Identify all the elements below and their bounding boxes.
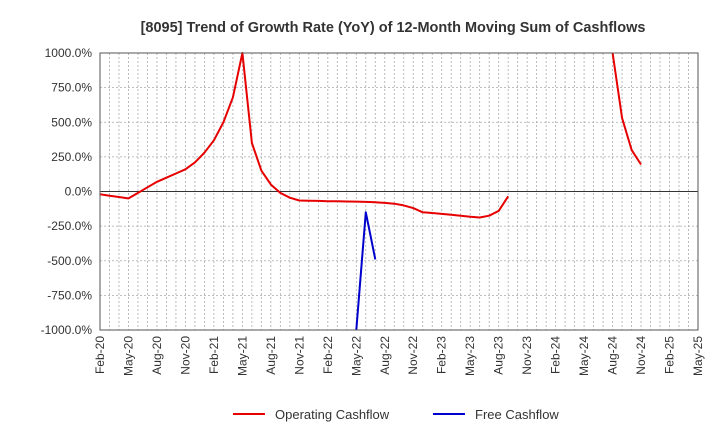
y-tick-label: -500.0% bbox=[47, 254, 92, 268]
x-tick-label: Nov-20 bbox=[178, 336, 192, 375]
operating-cashflow-line bbox=[611, 52, 642, 166]
chart-title: [8095] Trend of Growth Rate (YoY) of 12-… bbox=[141, 20, 646, 36]
x-tick-label: May-21 bbox=[235, 336, 249, 376]
series-lines bbox=[100, 52, 642, 331]
x-tick-label: Feb-22 bbox=[321, 336, 335, 374]
x-tick-label: Aug-23 bbox=[492, 336, 506, 375]
y-tick-label: 250.0% bbox=[51, 150, 92, 164]
x-tick-label: Feb-23 bbox=[435, 336, 449, 374]
legend-label-free-cashflow: Free Cashflow bbox=[475, 407, 559, 422]
y-tick-label: 1000.0% bbox=[45, 46, 93, 60]
x-tick-label: Aug-22 bbox=[378, 336, 392, 375]
x-tick-label: May-22 bbox=[349, 336, 363, 376]
x-tick-label: Aug-24 bbox=[606, 336, 620, 375]
x-tick-label: Feb-24 bbox=[549, 336, 563, 374]
x-axis-tick-labels: Feb-20 May-20 Aug-20 Nov-20 Feb-21 May-21 Aug-… bbox=[93, 336, 705, 376]
x-tick-label: Feb-21 bbox=[207, 336, 221, 374]
x-tick-label: Aug-20 bbox=[150, 336, 164, 375]
x-tick-label: Nov-21 bbox=[292, 336, 306, 375]
grid-lines bbox=[100, 53, 698, 330]
y-tick-label: 750.0% bbox=[51, 81, 92, 95]
x-tick-label: Nov-22 bbox=[406, 336, 420, 375]
y-tick-label: -750.0% bbox=[47, 288, 92, 302]
legend: Operating Cashflow Free Cashflow bbox=[233, 407, 559, 422]
y-axis-tick-labels: 1000.0% 750.0% 500.0% 250.0% 0.0% -250.0% -500… bbox=[41, 46, 93, 337]
y-tick-label: -250.0% bbox=[47, 219, 92, 233]
y-tick-label: 500.0% bbox=[51, 115, 92, 129]
legend-label-operating-cashflow: Operating Cashflow bbox=[275, 407, 390, 422]
x-tick-label: May-23 bbox=[463, 336, 477, 376]
x-tick-label: Nov-24 bbox=[634, 336, 648, 375]
x-tick-label: May-20 bbox=[121, 336, 135, 376]
x-tick-label: May-24 bbox=[577, 336, 591, 376]
x-tick-label: Feb-25 bbox=[663, 336, 677, 374]
plot-border bbox=[99, 52, 699, 331]
x-tick-label: May-25 bbox=[691, 336, 705, 376]
y-tick-label: -1000.0% bbox=[41, 323, 93, 337]
x-tick-label: Feb-20 bbox=[93, 336, 107, 374]
x-tick-label: Nov-23 bbox=[520, 336, 534, 375]
operating-cashflow-line bbox=[100, 52, 510, 219]
free-cashflow-line bbox=[355, 211, 377, 331]
x-tick-label: Aug-21 bbox=[264, 336, 278, 375]
y-tick-label: 0.0% bbox=[65, 185, 93, 199]
